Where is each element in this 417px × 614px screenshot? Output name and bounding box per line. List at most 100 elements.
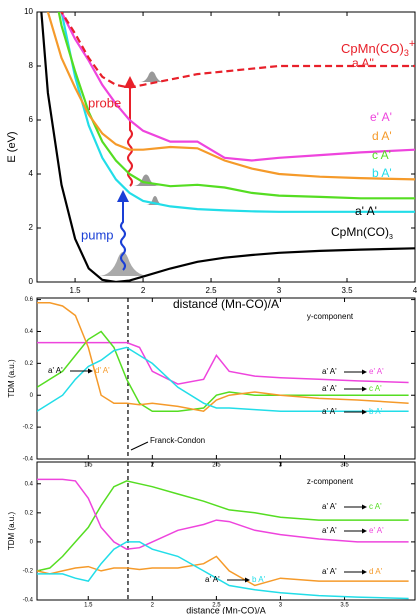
y-axis-label: TDM (a.u.) (7, 359, 16, 398)
transition-source: a' A' (322, 567, 337, 576)
neutral-sub: 3 (389, 234, 393, 241)
x-tick-label: 3 (279, 603, 283, 609)
x-tick-label: 2.5 (212, 603, 221, 609)
transition-arrow-head (362, 504, 367, 510)
wavepacket (146, 196, 164, 205)
pump-arrow-head (117, 190, 129, 202)
probe-arrow (127, 86, 133, 187)
x-tick-label: 3.5 (341, 286, 353, 295)
transition-arrow-head (362, 369, 367, 375)
y-tick-label: 8 (29, 61, 34, 70)
probe-arrow-head (124, 76, 136, 88)
transition-source: a' A' (322, 407, 337, 416)
x-tick-label: 2.5 (205, 286, 217, 295)
legend-label: c A' (369, 384, 382, 393)
y-tick-label: 0 (30, 539, 34, 545)
y-tick-label: -0.4 (23, 598, 34, 604)
plot-frame (36, 11, 416, 283)
curve (37, 480, 409, 572)
y-tick-label: 0.2 (25, 361, 34, 367)
x-tick-label: 3 (277, 286, 282, 295)
legend-label: b A' (369, 407, 383, 416)
curve (37, 341, 409, 385)
probe-label: probe (88, 95, 121, 110)
curve (37, 346, 409, 412)
x-tick-label: 2 (141, 286, 146, 295)
legend-label: b A' (372, 166, 392, 180)
curve (40, 12, 415, 282)
transition-arrow-head (362, 528, 367, 534)
transition-arrow-head (362, 409, 367, 415)
transition-arrow-head (245, 577, 250, 583)
legend-label: e' A' (370, 110, 392, 124)
y-tick-label: 0 (30, 393, 34, 399)
x-axis-label: distance (Mn-CO)/A (186, 605, 266, 614)
x-tick-label: 2 (151, 603, 155, 609)
transition-source: a' A' (48, 366, 63, 375)
wavepacket (140, 71, 164, 82)
x-tick-label: 3.5 (340, 603, 349, 609)
curve (57, 12, 415, 200)
cation-text: CpMn(CO) (341, 41, 404, 56)
y-axis-label: E (eV) (6, 131, 18, 162)
y-tick-label: -0.2 (23, 425, 34, 431)
cation-sub: 3 (404, 48, 409, 58)
y-tick-label: -0.2 (23, 569, 34, 575)
transition-arrow-head (362, 569, 367, 575)
transition-source: a' A' (322, 384, 337, 393)
curves (40, 12, 415, 282)
curve (60, 12, 415, 89)
y-tick-label: -0.4 (23, 457, 34, 463)
transition-source: a' A' (322, 502, 337, 511)
franck-condon-label: Franck-Condon (150, 436, 205, 445)
curve (60, 12, 415, 162)
y-tick-label: 0.4 (25, 481, 34, 487)
y-tick-label: 0 (29, 277, 34, 286)
transition-source: a' A' (322, 367, 337, 376)
x-tick-label: 1.5 (84, 603, 93, 609)
y-tick-label: 0.4 (25, 329, 34, 335)
decorations (98, 71, 164, 276)
pump-arrow (120, 200, 126, 271)
x-tick-label: 1.5 (70, 286, 82, 295)
transition-source: a' A' (322, 526, 337, 535)
neutral-label: CpMn(CO)3 (331, 225, 393, 241)
panel-title: y-component (307, 312, 354, 321)
legend-label: d A' (369, 567, 383, 576)
legend-label: e' A' (369, 367, 384, 376)
transition-arrow-head (362, 386, 367, 392)
curves (37, 478, 409, 600)
x-axis-label: distance (Mn-CO)/A (173, 297, 279, 311)
legend-label: b A' (252, 575, 266, 584)
cation-sup: + (409, 38, 415, 50)
panel-title: z-component (307, 477, 354, 486)
legend-label: c A' (372, 148, 391, 162)
y-tick-label: 2 (29, 223, 34, 232)
legend-label: a' A' (355, 204, 377, 218)
cation-label: CpMn(CO)3+ (341, 38, 415, 58)
plot-frame (36, 297, 416, 460)
y-tick-label: 6 (29, 115, 34, 124)
curve (37, 302, 409, 413)
legend-label: c A' (369, 502, 382, 511)
curve (37, 555, 409, 587)
y-tick-label: 0.2 (25, 510, 34, 516)
curve (37, 478, 409, 550)
legend-label: e' A' (369, 526, 384, 535)
y-tick-label: 0.6 (25, 297, 34, 303)
wavepacket (133, 174, 160, 186)
neutral-text: CpMn(CO) (331, 225, 389, 239)
legend-label: d' A' (95, 366, 110, 375)
franck-condon-pointer (130, 441, 149, 451)
curves (37, 302, 409, 413)
legend-label: a A'' (352, 56, 374, 70)
y-tick-label: 4 (29, 169, 34, 178)
transition-arrow-head (88, 368, 93, 374)
x-tick-label: 4 (413, 286, 417, 295)
y-axis-label: TDM (a.u.) (7, 512, 16, 551)
plot-frame (36, 461, 416, 601)
pump-label: pump (81, 227, 114, 242)
curve (37, 541, 409, 600)
transition-source: a' A' (205, 575, 220, 584)
